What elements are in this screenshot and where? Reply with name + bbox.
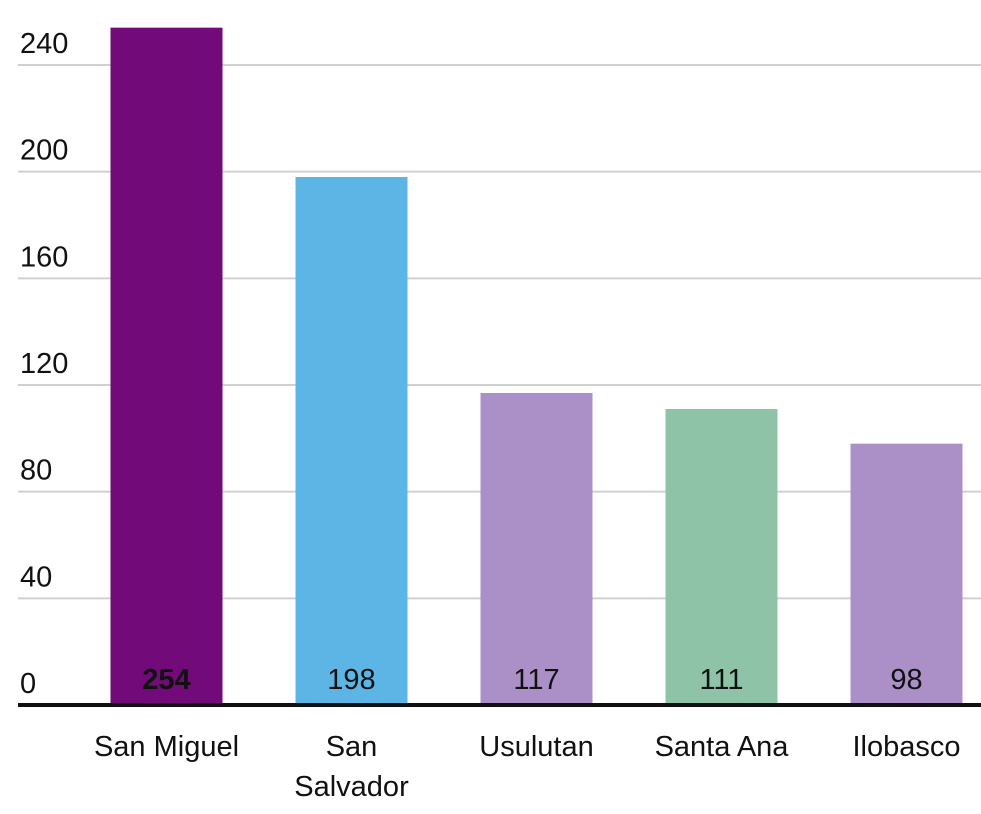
y-tick-label: 120: [20, 348, 68, 380]
y-tick-label: 0: [20, 668, 36, 700]
x-tick-label: Ilobasco: [852, 731, 961, 763]
value-label: 111: [699, 664, 743, 696]
value-label: 117: [513, 664, 559, 696]
y-tick-label: 40: [20, 561, 52, 593]
bar: [850, 443, 963, 705]
value-label: 98: [890, 664, 922, 696]
x-tick-label: Usulutan: [479, 731, 594, 763]
y-tick-label: 200: [20, 135, 68, 167]
x-tick-label: Santa Ana: [654, 731, 789, 763]
bar: [110, 27, 223, 705]
value-label: 198: [327, 664, 375, 696]
x-tick-label: San Salvador: [294, 731, 409, 803]
y-tick-label: 160: [20, 241, 68, 273]
value-label: 254: [142, 664, 190, 696]
bar: [665, 409, 778, 705]
y-tick-label: 80: [20, 455, 52, 487]
x-tick-label: San Miguel: [93, 731, 240, 763]
y-tick-label: 240: [20, 28, 68, 60]
bar: [480, 393, 593, 705]
bar: [295, 177, 408, 705]
